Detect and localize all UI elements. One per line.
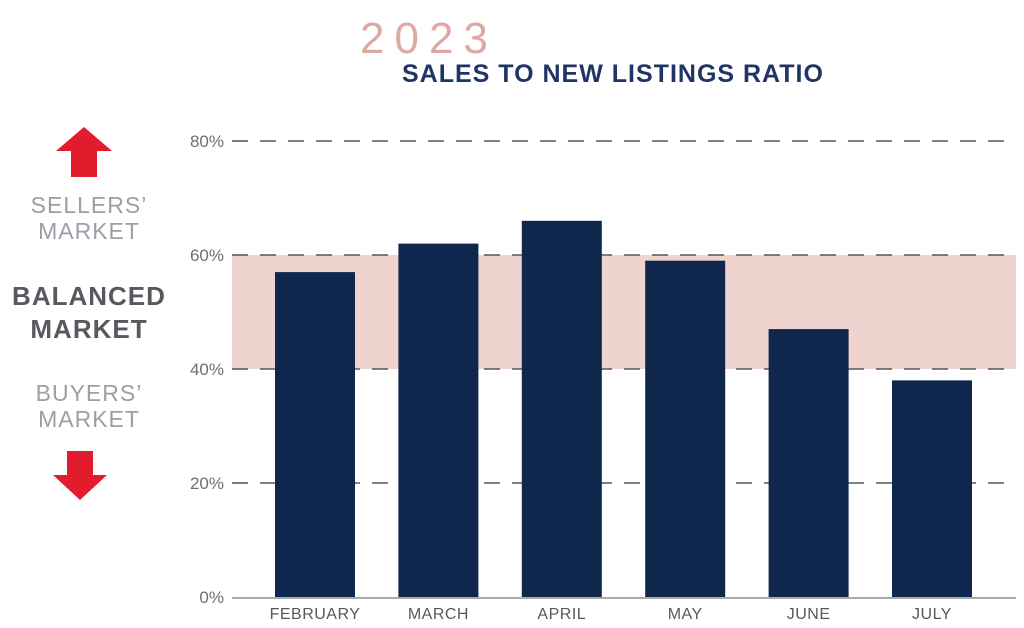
gridlines	[232, 140, 1016, 484]
x-category-label: MAY	[668, 606, 703, 623]
x-category-label: FEBRUARY	[270, 606, 361, 623]
x-category-label: JUNE	[787, 606, 831, 623]
y-tick-label: 0%	[199, 588, 224, 607]
x-category-label: JULY	[912, 606, 952, 623]
x-category-labels: FEBRUARY MARCH APRIL MAY JUNE JULY	[270, 606, 952, 623]
bar-march	[398, 243, 479, 597]
chart-year: 2023	[360, 14, 498, 63]
bar-june	[768, 329, 849, 597]
bar-may	[645, 260, 726, 597]
y-tick-labels: 0% 20% 40% 60% 80%	[190, 132, 224, 607]
bars	[275, 220, 972, 598]
y-tick-label: 80%	[190, 132, 224, 151]
y-tick-label: 40%	[190, 360, 224, 379]
chart-title: SALES TO NEW LISTINGS RATIO	[402, 60, 824, 88]
bar-february	[275, 272, 355, 597]
arrow-up-icon	[56, 127, 112, 177]
x-category-label: APRIL	[537, 606, 586, 623]
arrow-down-icon	[53, 451, 107, 500]
y-tick-label: 60%	[190, 246, 224, 265]
x-category-label: MARCH	[408, 606, 469, 623]
sellers-market-label: SELLERS’ MARKET	[30, 192, 148, 244]
balanced-market-label: BALANCED MARKET	[12, 281, 166, 344]
bar-april	[521, 220, 602, 598]
y-tick-label: 20%	[190, 474, 224, 493]
balanced-market-band	[232, 255, 1016, 369]
bar-july	[892, 380, 972, 597]
buyers-market-label: BUYERS’ MARKET	[35, 380, 143, 432]
